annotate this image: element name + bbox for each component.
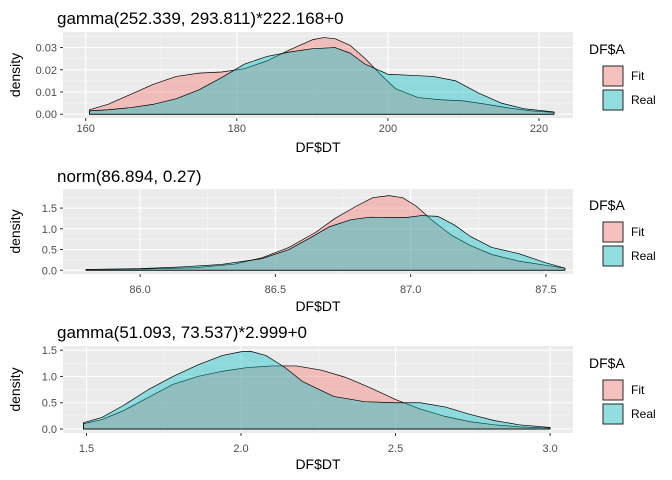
x-tick-label: 87.0 bbox=[400, 284, 421, 296]
y-tick-label: 0.5 bbox=[42, 398, 57, 410]
density-area-fit bbox=[85, 195, 566, 271]
y-tick-label: 0.00 bbox=[36, 109, 57, 121]
plot-background bbox=[63, 32, 573, 118]
legend-key-background bbox=[602, 65, 624, 87]
x-axis-title: DF$DT bbox=[295, 456, 341, 472]
legend-swatch-real bbox=[602, 245, 624, 267]
legend-label-real: Real bbox=[631, 249, 656, 263]
legend-label-fit: Fit bbox=[631, 225, 645, 239]
legend-title: DF$A bbox=[589, 41, 625, 57]
density-area-fit bbox=[89, 37, 555, 115]
legend-swatch-real bbox=[602, 403, 624, 425]
legend-key-background bbox=[602, 379, 624, 401]
legend-label-real: Real bbox=[631, 407, 656, 421]
legend-title: DF$A bbox=[589, 197, 625, 213]
legend-label-fit: Fit bbox=[631, 69, 645, 83]
y-axis-title: density bbox=[7, 53, 23, 97]
legend-key-background bbox=[602, 89, 624, 111]
y-tick-label: 0.02 bbox=[36, 65, 57, 77]
legend-key-background bbox=[602, 403, 624, 425]
x-tick-label: 1.5 bbox=[79, 443, 94, 455]
chart-title: gamma(51.093, 73.537)*2.999+0 bbox=[57, 323, 307, 342]
y-tick-label: 0.5 bbox=[42, 245, 57, 257]
y-tick-label: 1.0 bbox=[42, 371, 57, 383]
density-area-fit bbox=[83, 365, 551, 430]
chart-panel-1: 160 180 200 220 0.00 0.01 0.02 0.03 gamma(252.33… bbox=[7, 9, 656, 155]
x-tick-label: 220 bbox=[530, 123, 548, 135]
y-axis-title: density bbox=[7, 367, 23, 411]
x-axis-title: DF$DT bbox=[295, 139, 341, 155]
y-tick-label: 1.5 bbox=[42, 345, 57, 357]
y-tick-label: 0.0 bbox=[42, 424, 57, 436]
chart-title: norm(86.894, 0.27) bbox=[57, 167, 202, 186]
legend-swatch-fit bbox=[602, 221, 624, 243]
x-tick-label: 86.5 bbox=[265, 284, 286, 296]
y-tick-label: 0.01 bbox=[36, 87, 57, 99]
y-axis-title: density bbox=[7, 209, 23, 253]
legend-label-fit: Fit bbox=[631, 383, 645, 397]
x-tick-label: 2.0 bbox=[233, 443, 248, 455]
legend-label-real: Real bbox=[631, 93, 656, 107]
x-tick-label: 86.0 bbox=[129, 284, 150, 296]
x-tick-label: 2.5 bbox=[388, 443, 403, 455]
legend-key-background bbox=[602, 245, 624, 267]
legend: DF$A Fit Real bbox=[589, 41, 656, 111]
y-tick-label: 0.0 bbox=[42, 265, 57, 277]
x-tick-label: 180 bbox=[228, 123, 246, 135]
chart-panel-2: 86.0 86.5 87.0 87.5 0.0 0.5 1.0 1.5 norm(86.894,… bbox=[7, 167, 656, 314]
density-area-real bbox=[85, 215, 566, 271]
density-area-real bbox=[83, 350, 551, 430]
x-tick-label: 160 bbox=[76, 123, 94, 135]
legend: DF$A Fit Real bbox=[589, 197, 656, 267]
y-tick-label: 0.03 bbox=[36, 43, 57, 55]
density-area-real bbox=[89, 47, 555, 115]
legend-title: DF$A bbox=[589, 355, 625, 371]
x-tick-label: 87.5 bbox=[535, 284, 556, 296]
legend-key-background bbox=[602, 221, 624, 243]
chart-title: gamma(252.339, 293.811)*222.168+0 bbox=[57, 9, 344, 28]
y-tick-label: 1.5 bbox=[42, 203, 57, 215]
legend: DF$A Fit Real bbox=[589, 355, 656, 425]
x-tick-label: 3.0 bbox=[542, 443, 557, 455]
legend-swatch-real bbox=[602, 89, 624, 111]
x-axis-title: DF$DT bbox=[295, 298, 341, 314]
legend-swatch-fit bbox=[602, 65, 624, 87]
x-tick-label: 200 bbox=[379, 123, 397, 135]
y-tick-label: 1.0 bbox=[42, 224, 57, 236]
legend-swatch-fit bbox=[602, 379, 624, 401]
